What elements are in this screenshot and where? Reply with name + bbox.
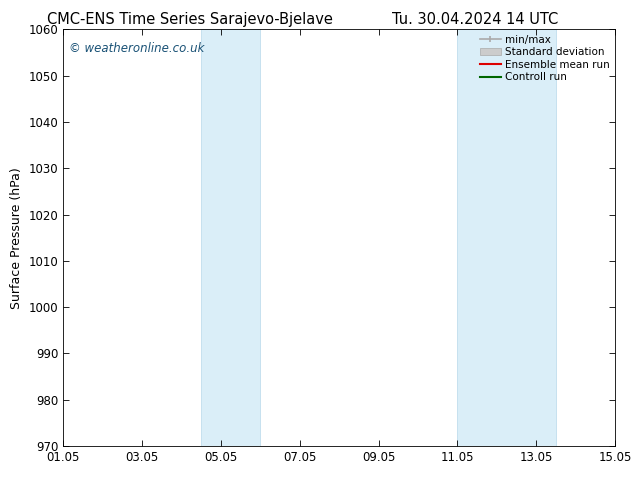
- Legend: min/max, Standard deviation, Ensemble mean run, Controll run: min/max, Standard deviation, Ensemble me…: [478, 32, 612, 84]
- Bar: [457, 29, 556, 446]
- Bar: [202, 29, 261, 446]
- Y-axis label: Surface Pressure (hPa): Surface Pressure (hPa): [10, 167, 23, 309]
- Text: © weatheronline.co.uk: © weatheronline.co.uk: [69, 42, 204, 55]
- Text: CMC-ENS Time Series Sarajevo-Bjelave: CMC-ENS Time Series Sarajevo-Bjelave: [48, 12, 333, 27]
- Text: Tu. 30.04.2024 14 UTC: Tu. 30.04.2024 14 UTC: [392, 12, 559, 27]
